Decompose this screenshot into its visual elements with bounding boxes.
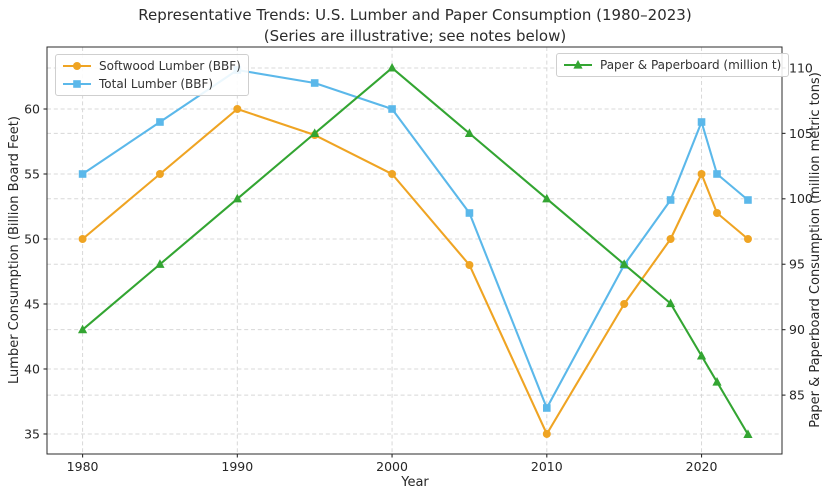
tick-label-right: 90 (789, 322, 805, 337)
data-point (743, 429, 753, 438)
legend-marker (573, 60, 583, 69)
data-point (665, 298, 676, 308)
tick-label-left: 55 (24, 166, 40, 181)
tick-label-right: 85 (789, 388, 805, 403)
data-point (78, 170, 87, 178)
data-point (233, 105, 242, 114)
tick-label-right: 95 (789, 257, 805, 272)
legend-paper: Paper & Paperboard (million t) (556, 53, 790, 77)
tick-label-left: 45 (24, 296, 40, 311)
right-y-axis-label: Paper & Paperboard Consumption (million … (808, 72, 823, 428)
data-point (713, 170, 721, 178)
legend-marker (73, 62, 81, 70)
data-point (697, 170, 706, 179)
data-point (620, 299, 629, 308)
series-triangle (77, 62, 753, 438)
data-point (697, 118, 706, 126)
tick-label-left: 50 (24, 231, 40, 246)
series-line-2 (81, 66, 749, 435)
data-point (78, 234, 87, 243)
legend-label: Paper & Paperboard (million t) (600, 58, 782, 72)
tick-label-x: 1990 (221, 459, 253, 474)
data-point (696, 350, 707, 360)
legend-lumber: Softwood Lumber (BBF) Total Lumber (BBF) (55, 54, 249, 96)
data-point (465, 260, 474, 269)
tick-label-right: 105 (789, 126, 813, 141)
data-point (542, 429, 551, 438)
chart-title: Representative Trends: U.S. Lumber and P… (138, 6, 692, 24)
data-point (310, 128, 320, 137)
data-point (465, 209, 474, 217)
left-y-axis-label: Lumber Consumption (Billion Board Feet) (7, 116, 22, 384)
axes-border (46, 46, 783, 455)
data-point (743, 234, 752, 243)
tick-label-x: 2010 (531, 459, 563, 474)
data-point (155, 259, 165, 268)
tick-label-x: 2020 (686, 459, 718, 474)
tick-label-right: 100 (789, 191, 813, 206)
data-point (155, 170, 164, 179)
data-point (232, 193, 242, 203)
legend-marker-icon (564, 60, 592, 69)
data-point (464, 128, 475, 137)
data-point (712, 377, 722, 386)
x-axis-label: Year (401, 475, 429, 490)
data-point (542, 193, 552, 203)
tick-label-right: 110 (789, 60, 813, 75)
series-circle (78, 105, 752, 438)
legend-item: Total Lumber (BBF) (62, 76, 241, 92)
data-point (156, 118, 164, 126)
tick-label-left: 35 (24, 426, 40, 441)
legend-marker-icon (63, 62, 91, 70)
data-point (388, 105, 396, 113)
data-point (77, 324, 88, 334)
series-line-0 (81, 107, 749, 436)
chart-subtitle: (Series are illustrative; see notes belo… (263, 27, 567, 45)
tick-label-left: 60 (24, 101, 40, 116)
data-point (619, 259, 629, 268)
data-point (713, 208, 722, 217)
legend-marker-icon (63, 80, 91, 88)
legend-item: Softwood Lumber (BBF) (62, 58, 241, 74)
data-point (310, 79, 319, 87)
data-point (666, 196, 675, 204)
legend-label: Softwood Lumber (BBF) (99, 59, 241, 73)
legend-item: Paper & Paperboard (million t) (563, 57, 781, 73)
tick-label-x: 1980 (67, 459, 99, 474)
data-point (387, 62, 397, 72)
data-point (543, 404, 551, 412)
data-point (666, 234, 675, 243)
legend-label: Total Lumber (BBF) (99, 77, 214, 91)
data-point (388, 170, 397, 179)
tick-label-left: 40 (24, 361, 40, 376)
data-point (744, 196, 752, 204)
tick-label-x: 2000 (376, 459, 408, 474)
legend-marker (73, 80, 81, 88)
